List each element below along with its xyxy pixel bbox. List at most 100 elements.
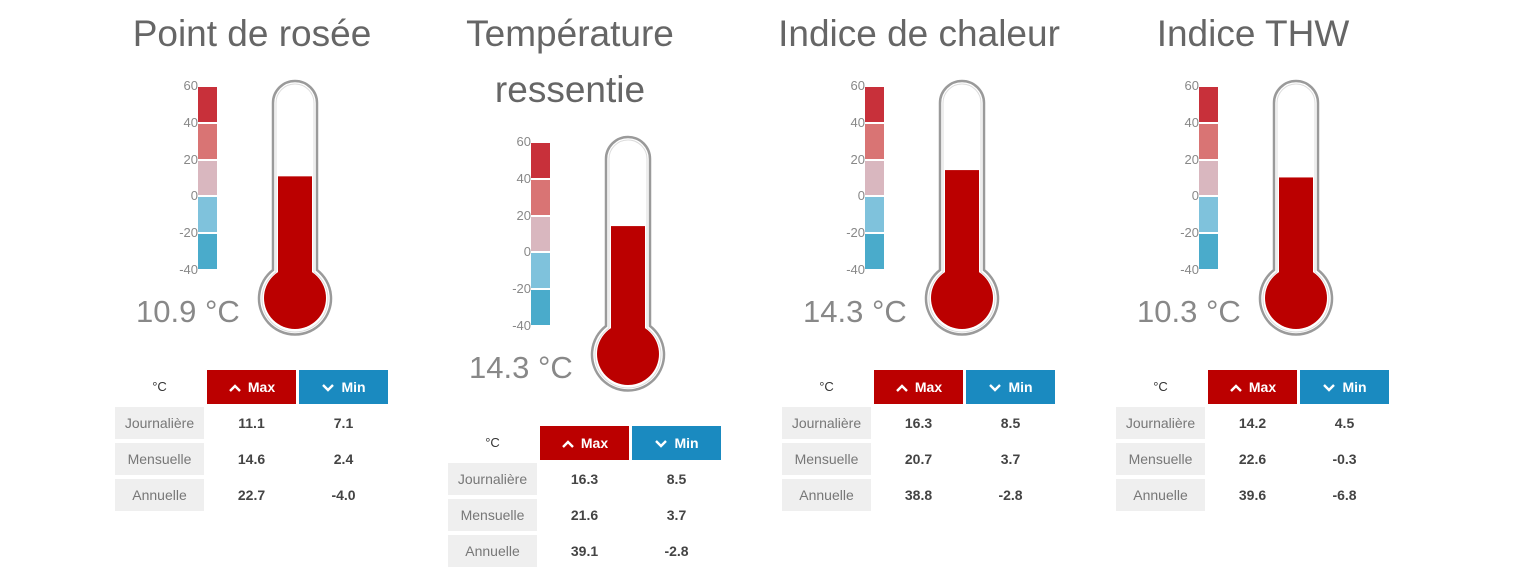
max-label: Max bbox=[1248, 379, 1277, 395]
row-label: Annuelle bbox=[115, 479, 204, 511]
scale-tick-label: 60 bbox=[1184, 78, 1199, 93]
min-label: Min bbox=[1008, 379, 1033, 395]
scale-tick-label: 60 bbox=[850, 78, 865, 93]
thermometer-icon bbox=[924, 79, 1000, 336]
scale-tick-label: 0 bbox=[857, 188, 865, 204]
thermometer-icon bbox=[590, 135, 666, 392]
min-value: -2.8 bbox=[998, 487, 1023, 503]
unit-label: °C bbox=[1153, 379, 1168, 394]
chevron-up-icon bbox=[1230, 384, 1242, 393]
scale-tick-label: -40 bbox=[512, 318, 531, 333]
scale-band bbox=[1199, 123, 1218, 159]
stats-table: °C Max Min Journalière 11.1 7.1 Mensuelle 14.6 2… bbox=[102, 370, 402, 520]
thermometer-widget: 60 40 20 0 -20 -40 10.3 °C bbox=[1103, 76, 1403, 346]
min-label: Min bbox=[674, 435, 699, 451]
row-label: Annuelle bbox=[448, 535, 537, 567]
scale-tick-label: -40 bbox=[846, 262, 865, 277]
stats-table: °C Max Min Journalière 16.3 8.5 Mensuelle 21.6 3… bbox=[435, 426, 735, 576]
chevron-down-icon bbox=[655, 440, 668, 448]
scale-band bbox=[865, 197, 884, 233]
scale-band bbox=[198, 123, 217, 159]
chevron-up-icon bbox=[229, 384, 241, 393]
sort-min-button[interactable]: Min bbox=[299, 370, 388, 404]
min-value: -0.3 bbox=[1332, 451, 1357, 467]
max-value: 21.6 bbox=[570, 507, 599, 523]
row-label: Journalière bbox=[782, 407, 871, 439]
scale-band bbox=[198, 87, 217, 122]
scale-band bbox=[198, 160, 217, 196]
thermometer-widget: 60 40 20 0 -20 -40 10.9 °C bbox=[102, 76, 402, 346]
scale-band bbox=[1199, 87, 1218, 122]
max-value: 22.7 bbox=[237, 487, 266, 503]
min-value: 8.5 bbox=[666, 471, 687, 487]
chevron-up-icon bbox=[562, 440, 574, 449]
max-label: Max bbox=[580, 435, 609, 451]
scale-band bbox=[531, 290, 550, 325]
scale-tick-label: 40 bbox=[1184, 114, 1199, 130]
scale-band bbox=[865, 234, 884, 269]
row-label: Journalière bbox=[1116, 407, 1205, 439]
min-value: -6.8 bbox=[1332, 487, 1357, 503]
max-value: 39.6 bbox=[1238, 487, 1267, 503]
thermometer-glass-inner bbox=[928, 83, 996, 333]
sort-max-button[interactable]: Max bbox=[207, 370, 296, 404]
sort-max-button[interactable]: Max bbox=[874, 370, 963, 404]
row-label: Mensuelle bbox=[115, 443, 204, 475]
thermometer-widget: 60 40 20 0 -20 -40 14.3 °C bbox=[435, 132, 735, 402]
thermometer-glass-inner bbox=[261, 83, 329, 333]
scale-band bbox=[865, 123, 884, 159]
scale-tick-label: 0 bbox=[190, 188, 198, 204]
scale-tick-label: 40 bbox=[516, 170, 531, 186]
row-label: Journalière bbox=[448, 463, 537, 495]
max-value: 39.1 bbox=[570, 543, 599, 559]
current-reading: 14.3 °C bbox=[803, 294, 907, 329]
panel-2: Indice de chaleur 60 40 20 0 -20 -40 14.3 °C °C M… bbox=[769, 0, 1069, 588]
row-label: Mensuelle bbox=[448, 499, 537, 531]
thermometer-glass-inner bbox=[594, 139, 662, 389]
max-value: 38.8 bbox=[904, 487, 933, 503]
min-value: 3.7 bbox=[1000, 451, 1021, 467]
sort-max-button[interactable]: Max bbox=[1208, 370, 1297, 404]
row-label: Mensuelle bbox=[1116, 443, 1205, 475]
row-label: Mensuelle bbox=[782, 443, 871, 475]
max-value: 14.6 bbox=[237, 451, 266, 467]
scale-tick-label: 40 bbox=[850, 114, 865, 130]
sort-min-button[interactable]: Min bbox=[1300, 370, 1389, 404]
scale-band bbox=[531, 216, 550, 252]
scale-tick-label: 0 bbox=[523, 244, 531, 260]
scale-band bbox=[865, 160, 884, 196]
thermometer-widget: 60 40 20 0 -20 -40 14.3 °C bbox=[769, 76, 1069, 346]
unit-label: °C bbox=[485, 435, 500, 450]
panel-3: Indice THW 60 40 20 0 -20 -40 10.3 °C °C Max Min Jo… bbox=[1103, 0, 1403, 588]
scale-tick-label: -20 bbox=[846, 225, 865, 241]
scale-tick-label: 60 bbox=[516, 134, 531, 149]
panel-0: Point de rosée 60 40 20 0 -20 -40 10.9 °C °C Max M… bbox=[102, 0, 402, 588]
mercury-bulb bbox=[264, 267, 326, 329]
max-value: 16.3 bbox=[904, 415, 933, 431]
min-label: Min bbox=[1342, 379, 1367, 395]
scale-band bbox=[865, 87, 884, 122]
mercury-bulb bbox=[597, 323, 659, 385]
scale-band bbox=[198, 234, 217, 269]
scale-tick-label: 60 bbox=[183, 78, 198, 93]
scale-tick-label: 20 bbox=[850, 151, 865, 167]
thermometer-icon bbox=[1258, 79, 1334, 336]
thermometer-icon bbox=[257, 79, 333, 336]
chevron-down-icon bbox=[1323, 384, 1336, 392]
sort-min-button[interactable]: Min bbox=[966, 370, 1055, 404]
max-value: 14.2 bbox=[1238, 415, 1267, 431]
row-label: Annuelle bbox=[1116, 479, 1205, 511]
sort-min-button[interactable]: Min bbox=[632, 426, 721, 460]
scale-band bbox=[1199, 197, 1218, 233]
mercury-bulb bbox=[931, 267, 993, 329]
sort-max-button[interactable]: Max bbox=[540, 426, 629, 460]
scale-tick-label: 40 bbox=[183, 114, 198, 130]
max-value: 11.1 bbox=[238, 415, 265, 431]
max-label: Max bbox=[914, 379, 943, 395]
row-label: Journalière bbox=[115, 407, 204, 439]
scale-tick-label: 20 bbox=[183, 151, 198, 167]
chevron-down-icon bbox=[989, 384, 1002, 392]
max-value: 22.6 bbox=[1238, 451, 1267, 467]
stats-table: °C Max Min Journalière 14.2 4.5 Mensuelle 22.6 -… bbox=[1103, 370, 1403, 520]
panel-title: Indice THW bbox=[1156, 13, 1350, 54]
